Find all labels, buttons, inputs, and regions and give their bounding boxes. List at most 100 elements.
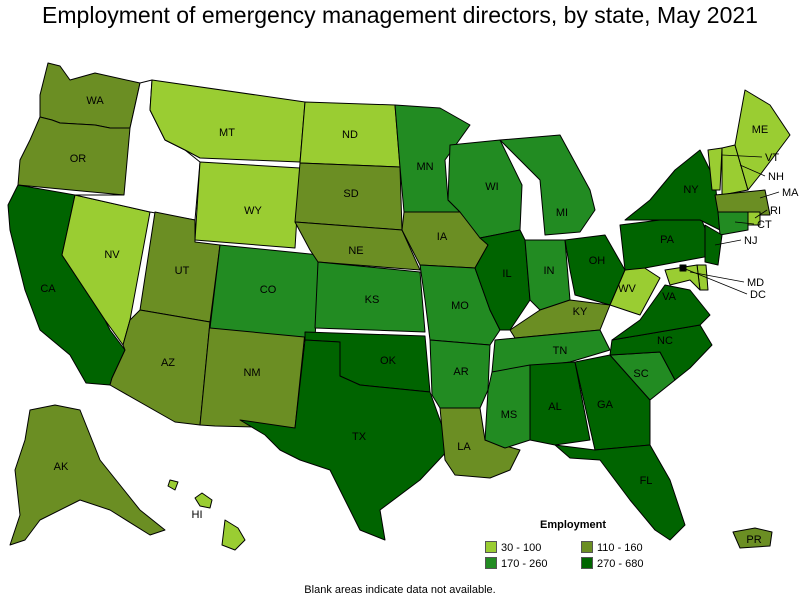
state-label-wi: WI [485, 181, 498, 193]
state-hi [221, 519, 246, 551]
callout-label-dc: DC [750, 289, 766, 301]
state-ma [714, 189, 771, 216]
state-vt [707, 147, 723, 191]
state-fl [554, 444, 686, 541]
state-label-al: AL [548, 401, 561, 413]
state-mi [499, 134, 596, 236]
callout-line-nj [714, 239, 742, 246]
callout-label-vt: VT [765, 152, 779, 164]
state-label-nv: NV [104, 249, 120, 261]
state-label-ut: UT [175, 265, 190, 277]
state-tn [491, 329, 611, 373]
legend-label: 170 - 260 [501, 558, 548, 570]
state-label-hi: HI [192, 509, 203, 521]
state-label-mn: MN [416, 161, 433, 173]
state-label-wa: WA [86, 95, 104, 107]
state-label-ne: NE [348, 245, 363, 257]
state-label-ms: MS [501, 409, 518, 421]
callout-label-md: MD [747, 277, 764, 289]
state-label-il: IL [502, 268, 511, 280]
state-wv [609, 264, 661, 316]
state-label-wv: WV [618, 283, 636, 295]
legend-item-270-680: 270 - 680 [581, 557, 644, 570]
legend-swatch [581, 557, 593, 569]
state-label-ia: IA [437, 231, 448, 243]
state-label-ok: OK [380, 355, 397, 367]
callout-line-ct [734, 221, 755, 225]
states-layer [7, 62, 791, 551]
state-label-ga: GA [597, 399, 614, 411]
state-label-ks: KS [365, 294, 380, 306]
state-ga [574, 354, 651, 451]
state-ak [9, 404, 166, 546]
state-ms [484, 364, 531, 449]
state-pr [732, 527, 773, 549]
callout-line-nh [739, 164, 766, 177]
state-label-me: ME [752, 124, 769, 136]
state-label-in: IN [544, 265, 555, 277]
state-label-nd: ND [342, 129, 358, 141]
state-label-ar: AR [453, 366, 468, 378]
state-label-mo: MO [451, 300, 469, 312]
callout-line-vt [721, 154, 763, 158]
state-label-co: CO [260, 284, 277, 296]
state-label-mt: MT [219, 127, 235, 139]
state-va [611, 284, 711, 341]
state-ks [314, 261, 426, 333]
state-label-nc: NC [657, 335, 673, 347]
state-al [529, 361, 591, 446]
state-label-ak: AK [54, 461, 69, 473]
state-il [474, 229, 531, 331]
callout-line-ri [754, 209, 768, 219]
state-label-or: OR [70, 153, 87, 165]
footnote: Blank areas indicate data not available. [304, 584, 496, 596]
state-hi [194, 492, 213, 509]
state-label-ky: KY [573, 306, 588, 318]
callout-label-ct: CT [757, 219, 772, 231]
state-ct [717, 211, 749, 236]
state-label-va: VA [662, 291, 677, 303]
state-label-wy: WY [244, 205, 262, 217]
callout-label-ma: MA [782, 187, 799, 199]
callout-line-md [689, 271, 745, 283]
legend-swatch [485, 557, 497, 569]
labels-layer: WA OR CA NV MT WY UT AZ NM CO ND SD NE KS OK TX MN IA MO AR… [40, 95, 768, 546]
state-nj [704, 224, 723, 266]
state-label-pr: PR [746, 534, 761, 546]
state-label-tn: TN [553, 345, 568, 357]
state-hi [167, 479, 179, 491]
state-id [74, 79, 201, 221]
legend-swatch [485, 541, 497, 553]
legend-title: Employment [539, 519, 606, 531]
state-label-tx: TX [352, 431, 367, 443]
state-wy [194, 161, 301, 249]
callout-label-nj: NJ [744, 235, 757, 247]
state-label-ny: NY [683, 184, 699, 196]
state-ny [624, 149, 721, 231]
state-label-mi: MI [556, 207, 568, 219]
state-ne [294, 221, 421, 271]
state-label-oh: OH [589, 255, 606, 267]
legend-label: 30 - 100 [501, 542, 542, 554]
legend-item-170-260: 170 - 260 [485, 557, 548, 570]
state-label-nm: NM [243, 367, 260, 379]
legend-item-30-100: 30 - 100 [485, 541, 542, 554]
legend-item-110-160: 110 - 160 [581, 541, 643, 554]
legend-label: 110 - 160 [597, 542, 643, 554]
state-me [734, 89, 791, 191]
state-label-sc: SC [633, 368, 648, 380]
state-label-ca: CA [40, 283, 56, 295]
map-title: Employment of emergency management direc… [42, 2, 758, 28]
callout-label-ri: RI [770, 205, 781, 217]
state-tx [239, 339, 451, 541]
legend-label: 270 - 680 [597, 558, 644, 570]
state-label-az: AZ [161, 357, 175, 369]
state-la [439, 407, 521, 479]
legend-swatch [581, 541, 593, 553]
callout-line-ma [759, 191, 780, 199]
state-label-sd: SD [343, 188, 358, 200]
state-label-pa: PA [660, 234, 675, 246]
state-label-fl: FL [640, 475, 653, 487]
